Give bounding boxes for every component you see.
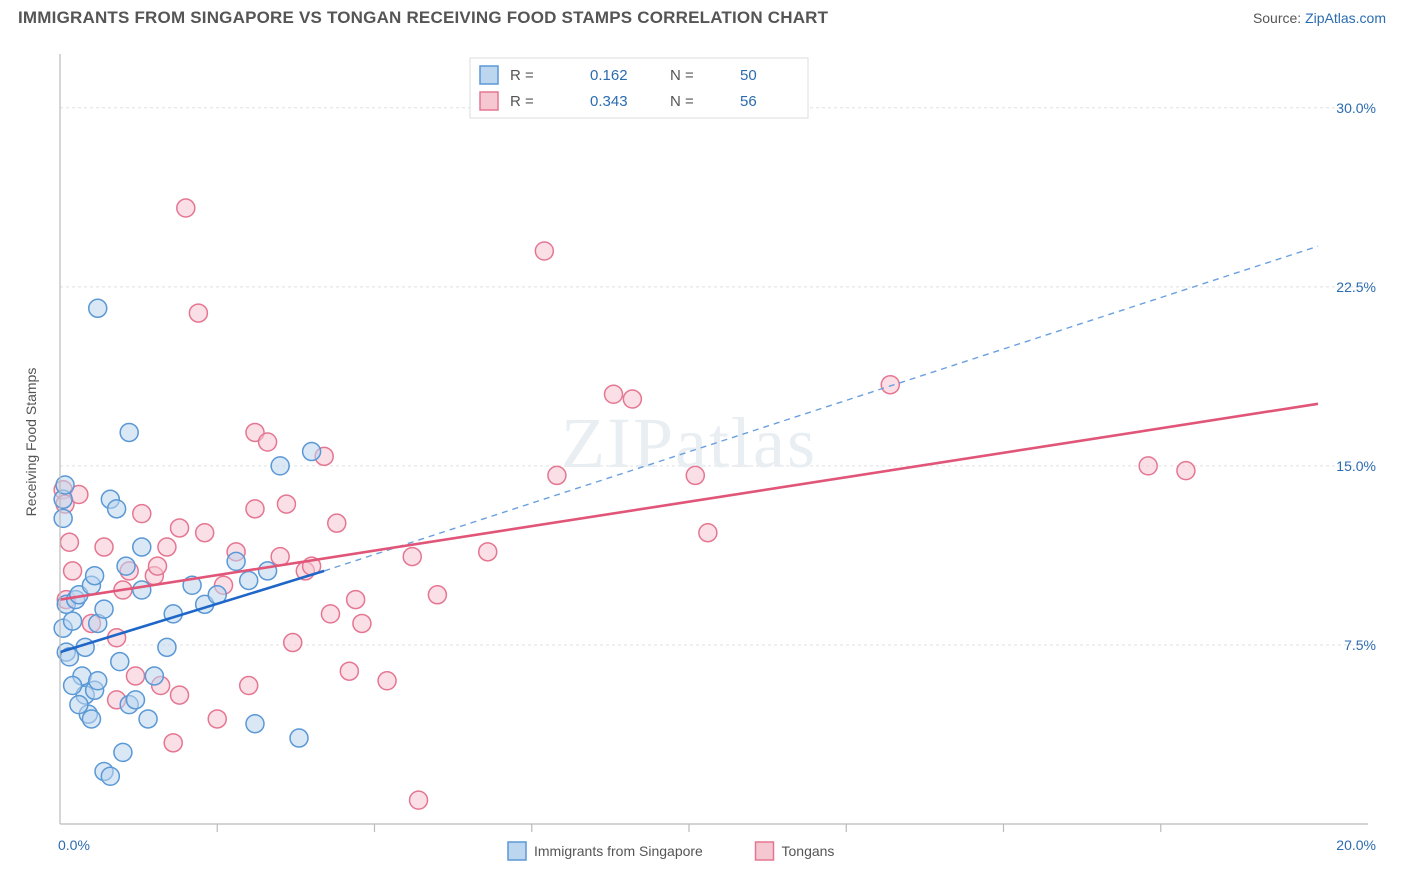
data-point <box>340 662 358 680</box>
y-tick-label: 22.5% <box>1336 279 1376 295</box>
data-point <box>259 562 277 580</box>
data-point <box>133 505 151 523</box>
page-title: IMMIGRANTS FROM SINGAPORE VS TONGAN RECE… <box>18 8 828 28</box>
data-point <box>111 653 129 671</box>
data-point <box>347 591 365 609</box>
data-point <box>158 538 176 556</box>
chart-svg: 7.5%15.0%22.5%30.0%ZIPatlas0.0%20.0%Rece… <box>18 40 1388 874</box>
x-tick-label: 0.0% <box>58 837 90 853</box>
data-point <box>133 581 151 599</box>
legend-n-label: N = <box>670 67 694 84</box>
data-point <box>126 691 144 709</box>
data-point <box>353 614 371 632</box>
data-point <box>328 514 346 532</box>
data-point <box>95 538 113 556</box>
data-point <box>271 548 289 566</box>
legend-r-value: 0.162 <box>590 67 628 84</box>
legend-n-label: N = <box>670 93 694 110</box>
data-point <box>403 548 421 566</box>
data-point <box>321 605 339 623</box>
data-point <box>686 466 704 484</box>
legend-swatch <box>756 842 774 860</box>
data-point <box>290 729 308 747</box>
data-point <box>158 638 176 656</box>
data-point <box>535 242 553 260</box>
data-point <box>277 495 295 513</box>
data-point <box>410 791 428 809</box>
data-point <box>64 677 82 695</box>
legend-n-value: 50 <box>740 67 757 84</box>
data-point <box>171 686 189 704</box>
y-tick-label: 15.0% <box>1336 458 1376 474</box>
data-point <box>605 385 623 403</box>
data-point <box>95 600 113 618</box>
data-point <box>428 586 446 604</box>
data-point <box>108 500 126 518</box>
data-point <box>548 466 566 484</box>
data-point <box>196 524 214 542</box>
legend-r-label: R = <box>510 67 534 84</box>
data-point <box>70 696 88 714</box>
source-link[interactable]: ZipAtlas.com <box>1305 10 1386 26</box>
y-axis-title: Receiving Food Stamps <box>23 368 39 517</box>
data-point <box>240 677 258 695</box>
source-label: Source: <box>1253 10 1305 26</box>
data-point <box>479 543 497 561</box>
data-point <box>56 476 74 494</box>
data-point <box>271 457 289 475</box>
data-point <box>148 557 166 575</box>
correlation-chart: 7.5%15.0%22.5%30.0%ZIPatlas0.0%20.0%Rece… <box>18 40 1388 874</box>
data-point <box>246 500 264 518</box>
legend-swatch <box>480 66 498 84</box>
data-point <box>171 519 189 537</box>
data-point <box>284 634 302 652</box>
data-point <box>133 538 151 556</box>
data-point <box>101 767 119 785</box>
legend-r-value: 0.343 <box>590 93 628 110</box>
data-point <box>881 376 899 394</box>
data-point <box>117 557 135 575</box>
data-point <box>145 667 163 685</box>
y-tick-label: 7.5% <box>1344 637 1376 653</box>
data-point <box>64 612 82 630</box>
data-point <box>1139 457 1157 475</box>
legend-series-label: Immigrants from Singapore <box>534 843 703 859</box>
data-point <box>89 672 107 690</box>
data-point <box>623 390 641 408</box>
data-point <box>246 715 264 733</box>
legend-swatch <box>508 842 526 860</box>
data-point <box>54 509 72 527</box>
data-point <box>227 552 245 570</box>
data-point <box>240 571 258 589</box>
data-point <box>699 524 717 542</box>
data-point <box>189 304 207 322</box>
trend-line-extrapolated <box>324 246 1318 571</box>
data-point <box>64 562 82 580</box>
data-point <box>89 299 107 317</box>
data-point <box>164 734 182 752</box>
data-point <box>259 433 277 451</box>
legend-n-value: 56 <box>740 93 757 110</box>
data-point <box>378 672 396 690</box>
legend-swatch <box>480 92 498 110</box>
data-point <box>120 423 138 441</box>
legend-series-label: Tongans <box>782 843 835 859</box>
data-point <box>126 667 144 685</box>
source-attribution: Source: ZipAtlas.com <box>1253 10 1386 26</box>
data-point <box>208 710 226 728</box>
data-point <box>1177 462 1195 480</box>
y-tick-label: 30.0% <box>1336 100 1376 116</box>
data-point <box>60 533 78 551</box>
data-point <box>86 567 104 585</box>
data-point <box>303 443 321 461</box>
data-point <box>177 199 195 217</box>
data-point <box>139 710 157 728</box>
legend-r-label: R = <box>510 93 534 110</box>
data-point <box>82 710 100 728</box>
x-tick-label: 20.0% <box>1336 837 1376 853</box>
data-point <box>114 743 132 761</box>
